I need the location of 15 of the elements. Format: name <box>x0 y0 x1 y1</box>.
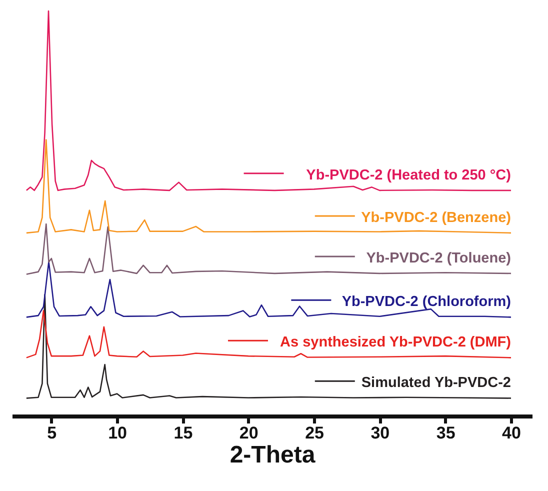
x-tick-label: 5 <box>47 424 57 442</box>
x-axis-title: 2-Theta <box>230 442 316 468</box>
legend-label: Yb-PVDC-2 (Toluene) <box>366 250 512 266</box>
x-tick-label: 15 <box>174 424 193 442</box>
x-tick-label: 10 <box>108 424 128 442</box>
legend-label: Simulated Yb-PVDC-2 <box>361 375 511 392</box>
legend-label: Yb-PVDC-2 (Benzene) <box>361 210 512 226</box>
legend-label: Yb-PVDC-2 (Heated to 250 °C) <box>306 167 512 184</box>
x-tick-label: 40 <box>502 424 521 442</box>
x-tick-label: 25 <box>305 424 324 442</box>
legend-label: Yb-PVDC-2 (Chloroform) <box>342 294 512 310</box>
legend-label: As synthesized Yb-PVDC-2 (DMF) <box>280 334 512 351</box>
x-tick-label: 35 <box>436 424 456 442</box>
x-tick-label: 20 <box>239 424 258 442</box>
x-tick-label: 30 <box>370 424 390 442</box>
